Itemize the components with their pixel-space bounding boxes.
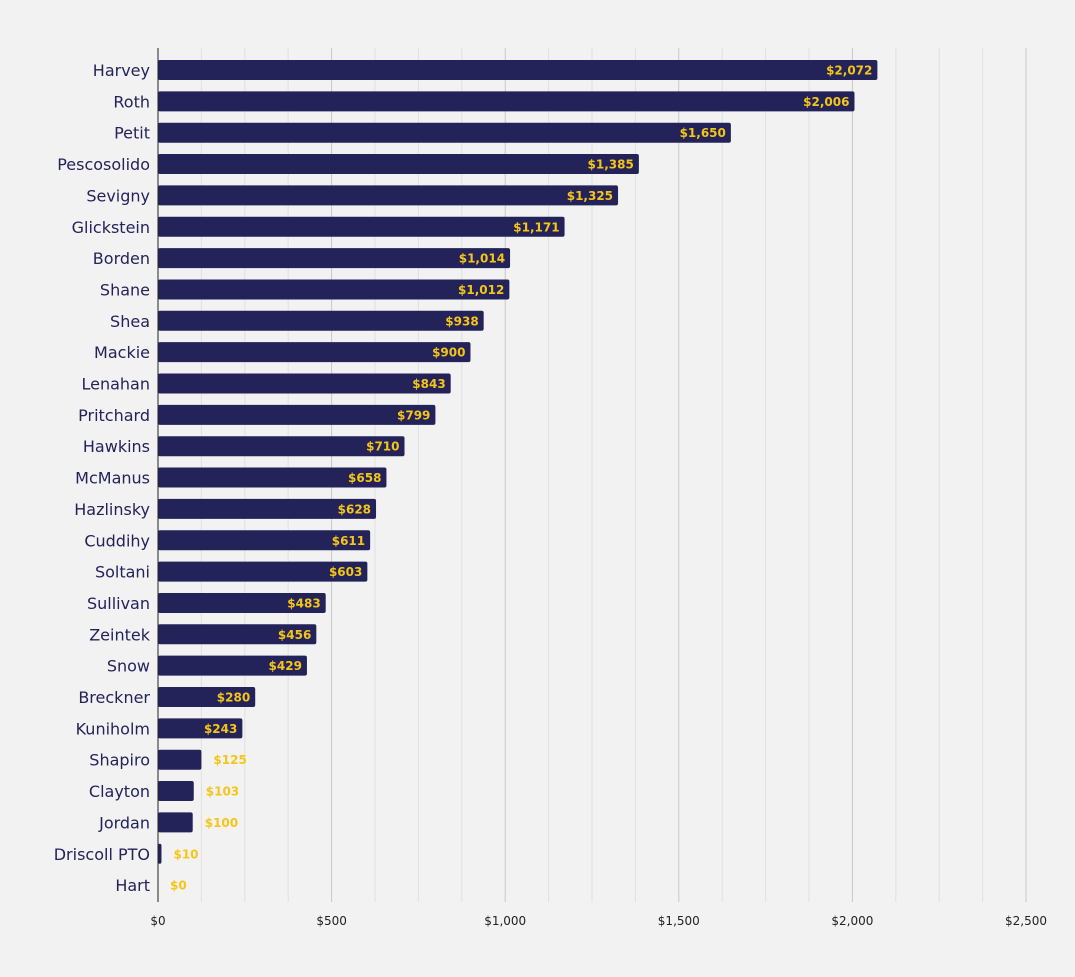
data-label: $10 (173, 847, 198, 861)
data-label: $2,072 (826, 64, 872, 78)
bar-mcmanus (158, 467, 387, 488)
category-label: Shapiro (89, 751, 150, 770)
bar-sevigny (158, 185, 619, 206)
data-label: $658 (348, 471, 381, 485)
category-label: Sevigny (86, 186, 150, 205)
data-label: $125 (213, 753, 246, 767)
bar-pescosolido (158, 154, 639, 175)
bar-borden (158, 248, 511, 269)
category-label: Lenahan (81, 375, 150, 394)
x-tick-label: $2,000 (831, 914, 873, 928)
data-label: $429 (269, 659, 302, 673)
bars (158, 60, 878, 864)
x-tick-label: $1,000 (484, 914, 526, 928)
category-label: Cuddihy (84, 531, 150, 550)
bar-shane (158, 279, 510, 300)
bar-hawkins (158, 436, 405, 457)
bar-zeintek (158, 624, 317, 645)
category-label: Jordan (98, 813, 150, 832)
data-label: $1,014 (459, 252, 505, 266)
bar-kuniholm (158, 718, 243, 739)
category-label: Soltani (95, 563, 150, 582)
data-label: $900 (432, 346, 465, 360)
category-label: Hazlinsky (74, 500, 150, 519)
bar-roth (158, 91, 855, 112)
category-label: Hawkins (83, 437, 150, 456)
data-label: $243 (204, 722, 237, 736)
data-label: $710 (366, 440, 399, 454)
data-label: $483 (287, 596, 320, 610)
category-label: Hart (115, 876, 150, 895)
bar-snow (158, 655, 307, 676)
data-label: $843 (412, 377, 445, 391)
data-label: $456 (278, 628, 311, 642)
bar-pritchard (158, 404, 436, 425)
category-label: Sullivan (87, 594, 150, 613)
x-tick-label: $1,500 (658, 914, 700, 928)
data-label: $799 (397, 408, 430, 422)
category-label: Kuniholm (76, 719, 150, 738)
bar-lenahan (158, 373, 451, 394)
data-label: $1,650 (680, 126, 726, 140)
bar-shea (158, 310, 484, 331)
category-label: Driscoll PTO (54, 845, 150, 864)
category-label: Zeintek (89, 625, 151, 644)
category-label: Shea (110, 312, 150, 331)
category-label: Glickstein (72, 218, 150, 237)
bar-breckner (158, 687, 256, 707)
bar-harvey (158, 60, 878, 80)
category-label: Shane (100, 280, 150, 299)
data-label: $0 (170, 879, 187, 893)
category-label: McManus (75, 469, 150, 488)
bar-jordan (158, 812, 193, 833)
data-label: $100 (205, 816, 238, 830)
x-axis-tick-labels: $0 $500 $1,000 $1,500 $2,000 $2,500 (150, 914, 1047, 928)
bar-hazlinsky (158, 498, 377, 519)
category-label: Borden (93, 249, 150, 268)
x-tick-label: $0 (150, 914, 165, 928)
bar-cuddihy (158, 530, 371, 551)
category-label: Petit (114, 124, 150, 143)
category-label: Clayton (89, 782, 150, 801)
bar-mackie (158, 342, 471, 363)
data-label: $280 (217, 691, 250, 705)
bar-driscoll-pto (158, 843, 162, 864)
bar-clayton (158, 781, 194, 802)
category-label: Breckner (78, 688, 150, 707)
data-labels: $2,072 $2,006 $1,650 $1,385 $1,325 $1,171 $1,0… (170, 64, 872, 893)
bar-petit (158, 122, 731, 143)
category-label: Pritchard (78, 406, 150, 425)
bar-glickstein (158, 216, 565, 237)
data-label: $611 (332, 534, 365, 548)
data-label: $103 (206, 785, 239, 799)
category-labels: Harvey Roth Petit Pescosolido Sevigny Glickst… (54, 61, 151, 895)
x-tick-label: $2,500 (1005, 914, 1047, 928)
data-label: $2,006 (803, 95, 849, 109)
category-label: Pescosolido (57, 155, 150, 174)
data-label: $1,171 (513, 220, 559, 234)
x-tick-label: $500 (316, 914, 347, 928)
data-label: $938 (445, 314, 478, 328)
category-label: Mackie (94, 343, 150, 362)
bar-soltani (158, 561, 368, 582)
data-label: $1,325 (567, 189, 613, 203)
bar-shapiro (158, 749, 202, 770)
data-label: $1,385 (588, 158, 634, 172)
bar-sullivan (158, 592, 326, 613)
data-label: $628 (338, 502, 371, 516)
data-label: $603 (329, 565, 362, 579)
category-label: Snow (107, 657, 150, 676)
category-label: Roth (113, 92, 150, 111)
category-label: Harvey (93, 61, 150, 80)
data-label: $1,012 (458, 283, 504, 297)
